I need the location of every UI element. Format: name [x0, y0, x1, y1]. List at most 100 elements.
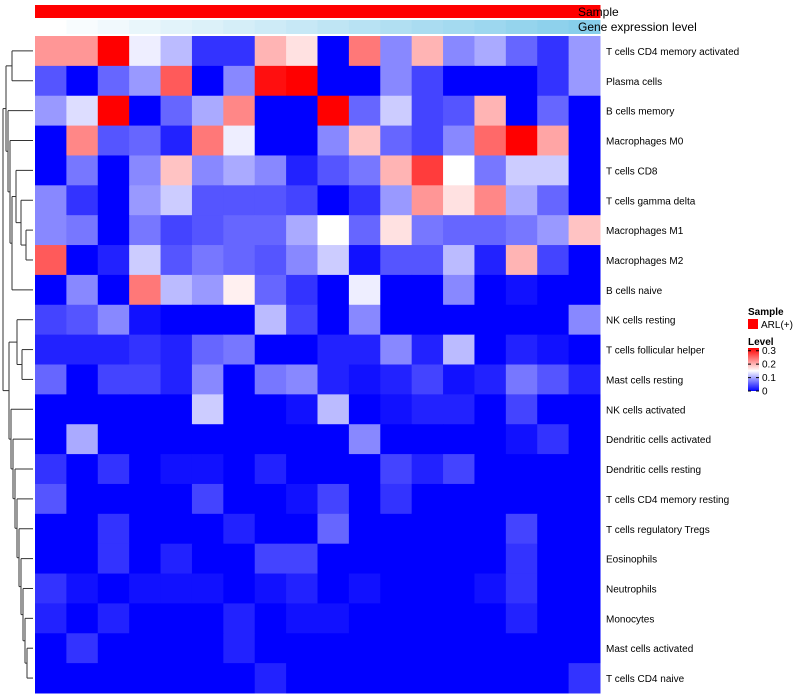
heatmap-cell	[191, 603, 224, 634]
heatmap-cell	[411, 483, 444, 515]
heatmap-cell	[129, 513, 162, 545]
heatmap-cell	[568, 513, 601, 545]
heatmap-cell	[568, 125, 601, 156]
heatmap-cell	[474, 573, 507, 604]
heatmap-cell	[348, 603, 381, 634]
heatmap-cell	[66, 394, 99, 425]
legend-sample-title: Sample	[748, 307, 784, 318]
heatmap-cell	[160, 185, 193, 216]
heatmap-cell	[223, 155, 256, 186]
heatmap-cell	[568, 155, 601, 186]
heatmap-cell	[380, 185, 413, 216]
heatmap-cell	[160, 573, 193, 604]
heatmap-cell	[35, 36, 67, 67]
heatmap-cell	[474, 245, 507, 276]
sample-annotation-cell	[191, 5, 224, 18]
heatmap-cell	[254, 185, 287, 216]
heatmap-cell	[317, 603, 350, 634]
heatmap-cell	[317, 304, 350, 336]
heatmap-cell	[348, 304, 381, 336]
heatmap-cell	[254, 36, 287, 67]
heatmap-cell	[129, 274, 162, 306]
heatmap-cell	[348, 364, 381, 395]
heatmap-cell	[66, 454, 99, 485]
column-annotation-bars	[35, 5, 601, 34]
heatmap-cell	[286, 603, 318, 634]
heatmap-cell	[191, 454, 224, 485]
heatmap-cell	[223, 304, 256, 336]
heatmap-cell	[286, 334, 318, 365]
heatmap-cell	[537, 633, 570, 664]
heatmap-cell	[348, 334, 381, 365]
heatmap-cells	[35, 36, 601, 694]
heatmap-cell	[35, 573, 67, 604]
heatmap-cell	[223, 95, 256, 127]
gene-expression-annotation-cell	[537, 20, 570, 34]
row-label: Mast cells resting	[606, 375, 683, 386]
heatmap-cell	[160, 274, 193, 306]
heatmap-cell	[160, 454, 193, 485]
heatmap-cell	[223, 65, 256, 97]
heatmap-cell	[191, 185, 224, 216]
heatmap-cell	[568, 245, 601, 276]
heatmap-cell	[537, 394, 570, 425]
row-label: T cells CD8	[606, 166, 658, 177]
heatmap-cell	[380, 633, 413, 664]
heatmap-cell	[443, 543, 475, 575]
heatmap-cell	[97, 215, 130, 246]
heatmap-cell	[443, 603, 475, 634]
heatmap-cell	[443, 215, 475, 246]
heatmap-cell	[380, 245, 413, 276]
heatmap-cell	[286, 454, 318, 485]
sample-annotation-cell	[160, 5, 193, 18]
heatmap-cell	[380, 304, 413, 336]
heatmap-cell	[97, 633, 130, 664]
heatmap-cell	[97, 573, 130, 604]
heatmap-cell	[160, 513, 193, 545]
heatmap-cell	[443, 95, 475, 127]
heatmap-cell	[411, 454, 444, 485]
heatmap-cell	[474, 155, 507, 186]
heatmap-cell	[348, 65, 381, 97]
heatmap-cell	[443, 513, 475, 545]
heatmap-cell	[286, 155, 318, 186]
annotation-label-sample: Sample	[578, 5, 619, 19]
heatmap-cell	[254, 274, 287, 306]
heatmap-cell	[380, 125, 413, 156]
heatmap-cell	[568, 36, 601, 67]
heatmap-cell	[254, 513, 287, 545]
heatmap-cell	[537, 95, 570, 127]
heatmap-cell	[443, 36, 475, 67]
heatmap-cell	[474, 274, 507, 306]
heatmap-cell	[443, 125, 475, 156]
heatmap-cell	[380, 483, 413, 515]
heatmap-cell	[254, 95, 287, 127]
sample-annotation-cell	[35, 5, 67, 18]
heatmap-cell	[411, 95, 444, 127]
heatmap-cell	[505, 334, 538, 365]
heatmap-cell	[191, 304, 224, 336]
heatmap-cell	[474, 304, 507, 336]
sample-annotation-cell	[474, 5, 507, 18]
row-label: T cells regulatory Tregs	[606, 525, 710, 536]
heatmap-cell	[474, 334, 507, 365]
heatmap-cell	[191, 394, 224, 425]
legend-sample-entry: ARL(+)	[761, 320, 793, 331]
heatmap-cell	[537, 543, 570, 575]
heatmap-cell	[160, 633, 193, 664]
heatmap-cell	[474, 424, 507, 455]
gene-expression-annotation-cell	[286, 20, 318, 34]
sample-annotation-cell	[568, 5, 601, 18]
heatmap-cell	[286, 245, 318, 276]
gene-expression-annotation-cell	[97, 20, 130, 34]
heatmap-cell	[568, 663, 601, 694]
heatmap-cell	[254, 394, 287, 425]
row-label: Plasma cells	[606, 77, 662, 88]
heatmap-cell	[411, 633, 444, 664]
heatmap-cell	[286, 424, 318, 455]
heatmap-cell	[411, 603, 444, 634]
heatmap-cell	[474, 663, 507, 694]
heatmap-cell	[317, 633, 350, 664]
heatmap-cell	[348, 185, 381, 216]
